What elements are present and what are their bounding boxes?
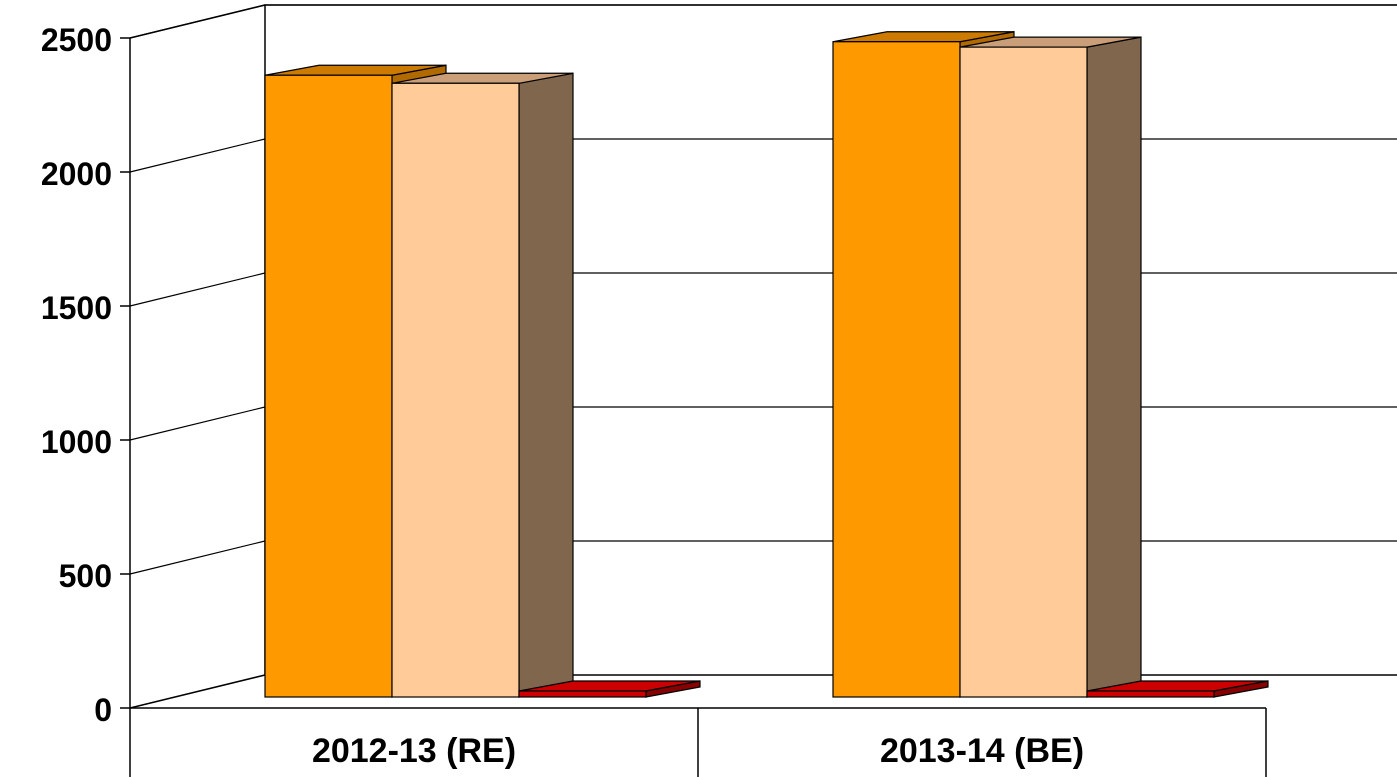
bar-front	[518, 690, 647, 698]
x-tick-label: 2012-13 (RE)	[312, 732, 516, 770]
gridline-side	[129, 4, 266, 39]
floor-side-edge	[129, 674, 266, 709]
bar-front	[1086, 690, 1215, 698]
bar-front	[832, 41, 961, 698]
gridline-side	[129, 540, 266, 575]
bar	[518, 680, 701, 698]
gridline-side	[129, 138, 266, 173]
y-tick-label: 1000	[41, 424, 112, 460]
bar-front	[959, 46, 1088, 698]
y-tick-labels: 0 500 1000 1500 2000 2500	[41, 22, 112, 728]
x-tick-labels: 2012-13 (RE) 2013-14 (BE)	[312, 732, 1084, 770]
gridline-side	[129, 406, 266, 441]
y-tick-label: 2000	[41, 156, 112, 192]
bar	[959, 36, 1142, 698]
bar	[391, 72, 574, 698]
y-tick-label: 0	[94, 692, 112, 728]
gridline-side	[129, 272, 266, 307]
x-tick-label: 2013-14 (BE)	[880, 732, 1084, 770]
bar-side	[1086, 36, 1142, 698]
bars	[264, 31, 1269, 698]
bar-front	[391, 82, 520, 698]
y-tick-label: 1500	[41, 290, 112, 326]
bar	[1086, 680, 1269, 698]
y-tick-label: 2500	[41, 22, 112, 58]
bar-front	[264, 74, 393, 698]
y-tick-label: 500	[59, 558, 112, 594]
bar-side	[518, 72, 574, 698]
